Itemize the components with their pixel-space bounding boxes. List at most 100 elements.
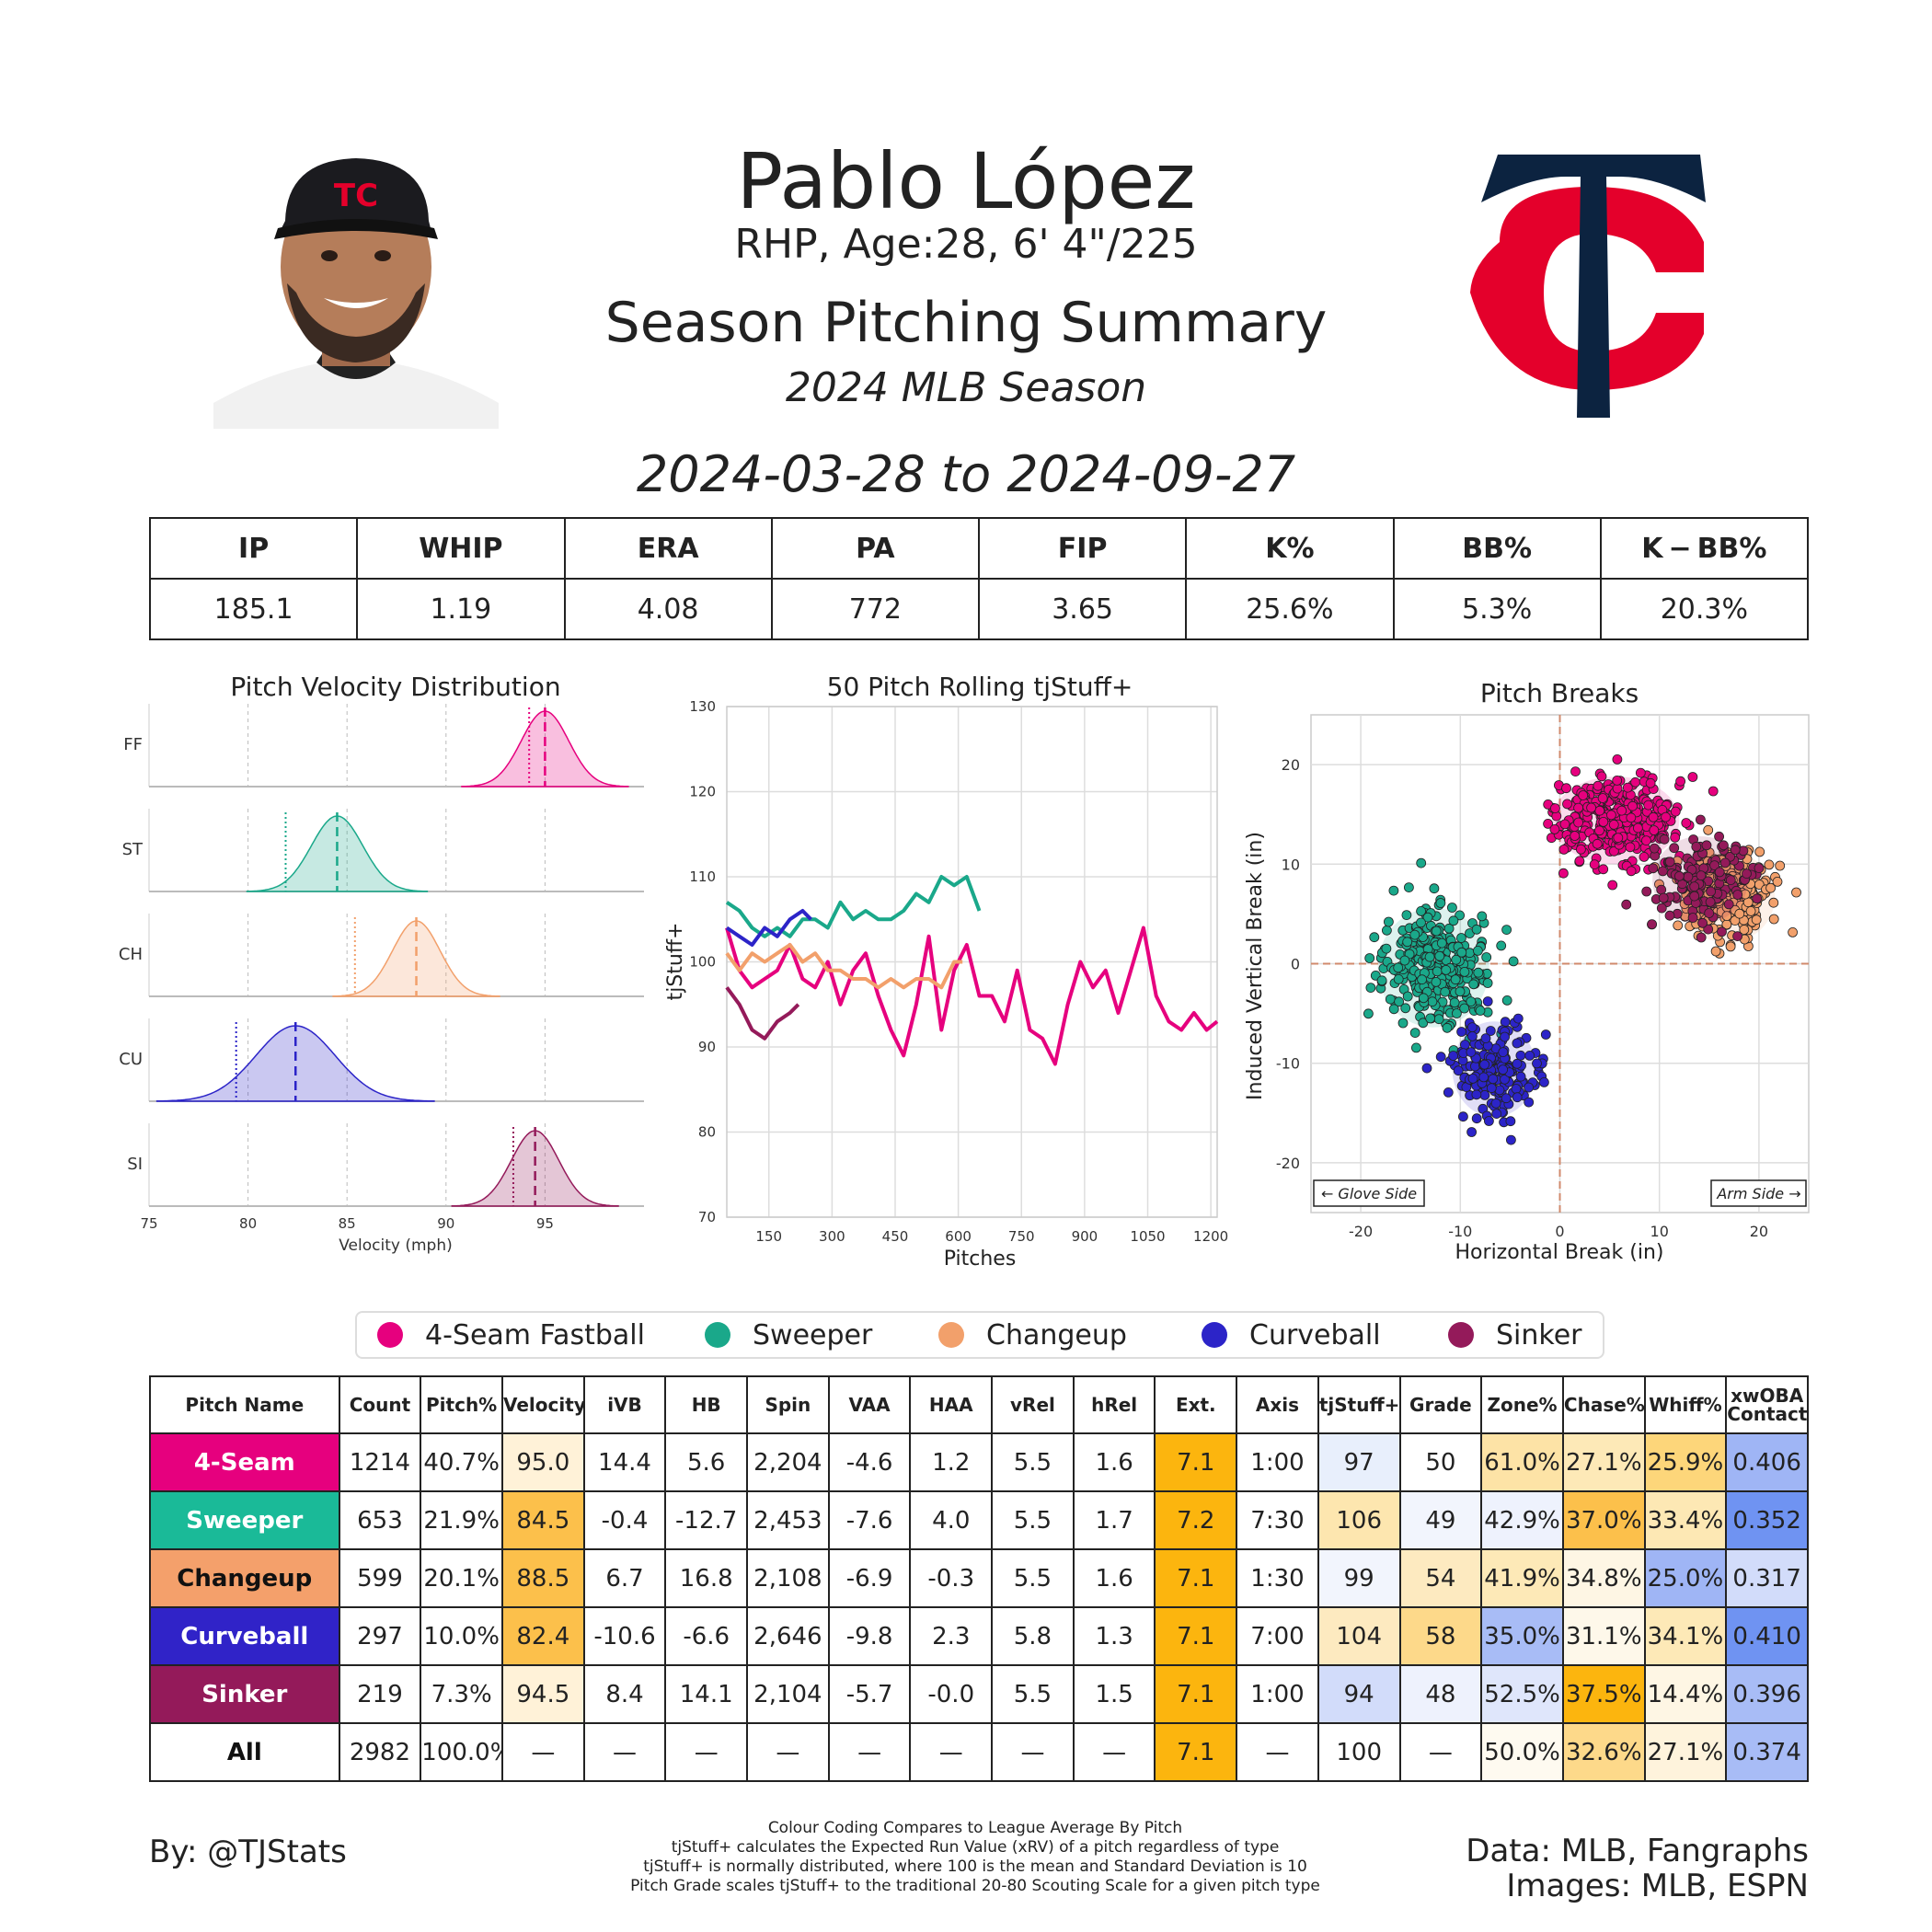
break-point: [1659, 834, 1670, 845]
break-point: [1562, 799, 1572, 810]
season-summary-table: IP WHIP ERA PA FIP K% BB% K − BB% 185.1 …: [148, 517, 1810, 640]
pitch-metric-cell: —: [664, 1722, 749, 1782]
y-tick-label: 20: [1282, 756, 1300, 774]
break-point: [1448, 915, 1459, 926]
pitch-metric-cell: 1.7: [1072, 1490, 1156, 1550]
break-point: [1459, 1003, 1470, 1014]
annotation-box: [1710, 1179, 1807, 1207]
break-point: [1558, 844, 1570, 855]
break-point: [1381, 943, 1392, 954]
break-point: [1421, 1063, 1432, 1074]
pitch-metric-cell: 2,646: [746, 1606, 830, 1666]
break-point: [1455, 910, 1466, 921]
footer-note: Colour Coding Compares to League Average…: [767, 1819, 1183, 1837]
break-point: [1496, 940, 1507, 951]
break-point: [1772, 876, 1783, 887]
break-point: [1703, 924, 1714, 935]
break-point: [1393, 962, 1404, 973]
break-point: [1775, 860, 1786, 871]
break-point: [1486, 1083, 1497, 1094]
break-point: [1734, 908, 1745, 919]
break-point: [1524, 1050, 1535, 1061]
x-tick-label: 10: [1650, 1223, 1669, 1240]
break-point: [1466, 996, 1477, 1007]
break-point: [1508, 956, 1519, 967]
break-point: [1512, 1092, 1523, 1103]
pitch-metric-cell: 25.0%: [1643, 1548, 1728, 1608]
break-point: [1723, 899, 1734, 910]
break-point: [1363, 1008, 1374, 1019]
break-point: [1621, 899, 1632, 910]
summary-value-cell: 5.3%: [1392, 578, 1602, 640]
pitch-metric-cell: 1.3: [1072, 1606, 1156, 1666]
break-point: [1482, 978, 1493, 988]
break-point: [1719, 840, 1729, 851]
break-point: [1649, 825, 1660, 835]
pitch-table-header-cell: Pitch%: [420, 1375, 503, 1434]
break-point: [1416, 905, 1427, 916]
break-point: [1376, 975, 1387, 986]
pitch-table-header-cell: iVB: [582, 1375, 667, 1434]
break-point: [1596, 771, 1607, 782]
pitch-metric-cell: 31.1%: [1561, 1606, 1646, 1666]
break-point: [1475, 1006, 1486, 1016]
pitch-table-header-cell: hRel: [1072, 1375, 1156, 1434]
break-point: [1764, 859, 1775, 870]
pitch-metric-cell: 7.3%: [420, 1664, 503, 1724]
pitch-metric-cell: 49: [1398, 1490, 1483, 1550]
break-point: [1442, 1022, 1453, 1033]
summary-header-cell: BB%: [1392, 517, 1602, 580]
player-headshot: TC: [213, 155, 499, 429]
chart-title: Pitch Breaks: [1480, 678, 1639, 708]
x-tick-label: 150: [755, 1228, 782, 1245]
break-point: [1501, 925, 1512, 936]
break-point: [1589, 859, 1600, 870]
break-point: [1456, 947, 1467, 958]
break-point: [1706, 886, 1716, 897]
pitch-metric-cell: -6.6: [664, 1606, 749, 1666]
break-point: [1681, 818, 1692, 828]
velocity-density-CH: [332, 920, 500, 997]
pitch-metric-cell: 50.0%: [1480, 1722, 1564, 1782]
break-point: [1524, 1097, 1535, 1108]
break-point: [1549, 823, 1560, 834]
break-point: [1409, 929, 1420, 940]
summary-value-cell: 1.19: [356, 578, 566, 640]
pitch-row: 4-Seam 1214 40.7% 95.0 14.4 5.6 2,204 -4.6 1.2 5.…: [149, 1432, 1809, 1492]
break-point: [1435, 1052, 1446, 1063]
pitch-metric-cell: 0.410: [1725, 1606, 1809, 1666]
break-point: [1791, 887, 1801, 898]
break-point: [1477, 911, 1488, 922]
break-point: [1512, 1038, 1523, 1049]
break-point: [1656, 884, 1667, 895]
pitch-metric-cell: 54: [1398, 1548, 1483, 1608]
break-point: [1511, 1084, 1522, 1094]
pitch-metric-cell: 1:00: [1236, 1664, 1319, 1724]
break-point: [1704, 908, 1715, 918]
break-point: [1400, 1003, 1411, 1014]
pitch-metric-cell: 27.1%: [1643, 1722, 1728, 1782]
break-point: [1422, 912, 1433, 923]
author-credit: By: @TJStats: [149, 1834, 347, 1870]
break-point: [1472, 945, 1483, 956]
break-point: [1453, 1065, 1464, 1076]
velocity-density-ST: [246, 815, 429, 892]
pitch-name-cell: Sinker: [149, 1664, 340, 1724]
pitch-table-header-cell: VAA: [827, 1375, 912, 1434]
break-point: [1695, 814, 1706, 825]
break-point: [1656, 903, 1667, 914]
pitch-metric-cell: —: [991, 1722, 1075, 1782]
pitch-metric-cell: 2,453: [746, 1490, 830, 1550]
pitch-metric-cell: —: [1398, 1722, 1483, 1782]
pitch-table-header-cell: HB: [664, 1375, 749, 1434]
legend-marker: [377, 1322, 403, 1348]
break-point: [1754, 846, 1765, 857]
arm-side-annotation: Arm Side →: [1710, 1179, 1807, 1207]
break-point: [1626, 866, 1637, 877]
pitch-metric-cell: 14.1: [664, 1664, 749, 1724]
pitch-table-header-cell: HAA: [909, 1375, 994, 1434]
y-tick-label: 90: [698, 1039, 716, 1055]
break-point: [1425, 1013, 1436, 1024]
break-point: [1394, 996, 1405, 1007]
pitch-legend: 4-Seam Fastball Sweeper Changeup Curveba…: [355, 1311, 1604, 1359]
